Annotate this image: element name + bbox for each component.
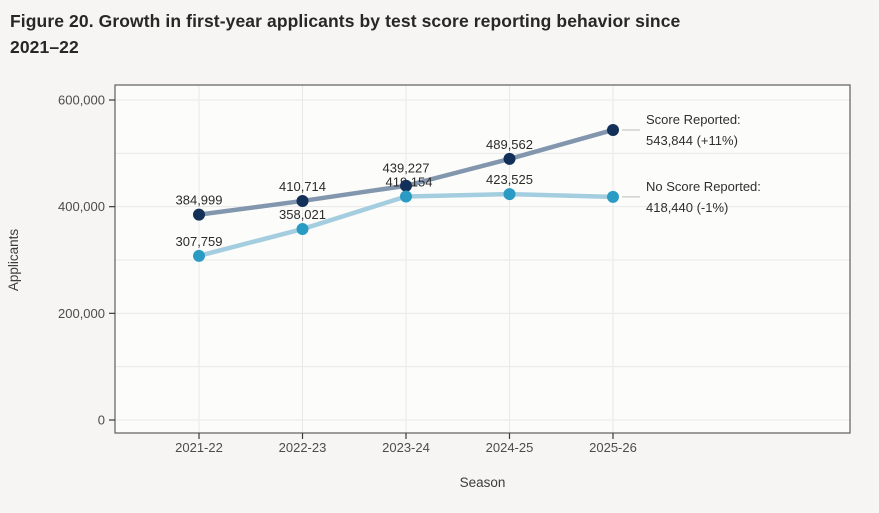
- x-tick-label: 2023-24: [382, 440, 430, 455]
- chart-svg: 0 200,000 400,000 600,000 2021-22 2022-23 2023…: [6, 84, 851, 490]
- series-annotation-name: Score Reported:: [646, 112, 741, 127]
- data-label: 489,562: [486, 137, 533, 152]
- chart-area: 0 200,000 400,000 600,000 2021-22 2022-23 2023…: [0, 60, 879, 513]
- y-tick-label: 0: [98, 413, 105, 428]
- data-point: [296, 194, 309, 207]
- data-label: 439,227: [383, 161, 430, 176]
- figure-title-line2: 2021–22: [10, 37, 79, 57]
- y-tick-label: 600,000: [58, 93, 105, 108]
- plot-background: [115, 85, 850, 433]
- series-annotation-name: No Score Reported:: [646, 179, 761, 194]
- data-label: 423,525: [486, 172, 533, 187]
- data-label: 410,714: [279, 179, 326, 194]
- data-point: [607, 123, 619, 136]
- data-label: 358,021: [279, 207, 326, 222]
- x-tick-label: 2025-26: [589, 440, 637, 455]
- figure-title-line1: Figure 20. Growth in first-year applican…: [10, 11, 681, 31]
- plot-border: [114, 84, 851, 434]
- data-point: [607, 190, 619, 203]
- x-tick-label: 2021-22: [175, 440, 223, 455]
- data-point: [193, 249, 205, 262]
- y-tick-label: 200,000: [58, 306, 105, 321]
- data-label: 384,999: [176, 193, 223, 208]
- data-point: [400, 190, 412, 203]
- data-point: [193, 208, 205, 221]
- x-axis-title: Season: [460, 475, 506, 490]
- data-point: [400, 179, 412, 192]
- figure-title: Figure 20. Growth in first-year applican…: [0, 0, 879, 60]
- data-point: [296, 223, 309, 236]
- y-tick-label: 400,000: [58, 199, 105, 214]
- y-axis-title: Applicants: [6, 229, 21, 292]
- x-tick-label: 2024-25: [486, 440, 534, 455]
- series-annotation-value: 543,844 (+11%): [646, 133, 738, 148]
- data-label: 307,759: [176, 234, 223, 249]
- data-point: [503, 152, 516, 165]
- series-annotation-value: 418,440 (-1%): [646, 200, 728, 215]
- data-point: [503, 188, 516, 201]
- x-tick-label: 2022-23: [279, 440, 327, 455]
